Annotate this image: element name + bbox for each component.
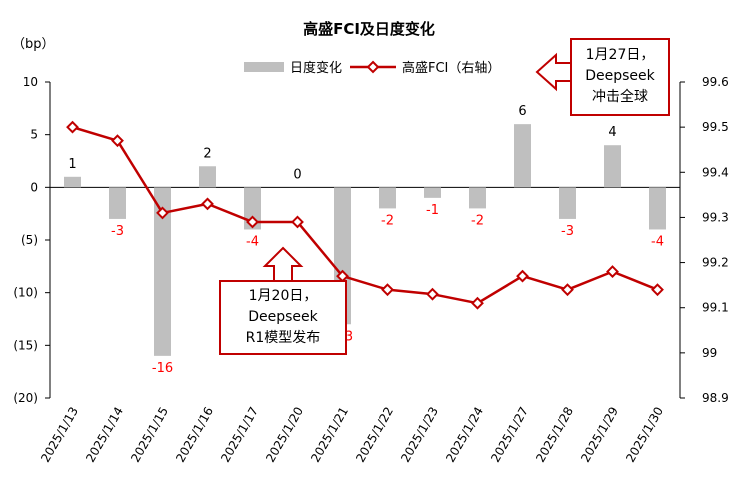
fci-point-marker xyxy=(381,283,394,297)
right-axis-tick-label: 99.1 xyxy=(702,301,729,315)
right-axis-tick-label: 98.9 xyxy=(702,391,729,405)
bar xyxy=(469,187,486,209)
bar-value-label: -16 xyxy=(152,361,173,376)
fci-point-marker xyxy=(246,215,259,229)
bar-value-label: -2 xyxy=(471,213,484,228)
left-axis-tick-label: 5 xyxy=(30,128,38,142)
callout-global-line3: 冲击全球 xyxy=(592,89,648,105)
callout-r1-line3: R1模型发布 xyxy=(245,330,321,346)
callout-deepseek-global: 1月27日， Deepseek 冲击全球 xyxy=(570,38,670,116)
x-tick-label: 2025/1/13 xyxy=(38,405,81,465)
left-axis-unit: （bp） xyxy=(12,37,55,52)
bar-value-label: 0 xyxy=(293,167,301,182)
callout-arrow-left xyxy=(535,52,574,92)
callout-r1-line2: Deepseek xyxy=(248,309,318,325)
callout-global-line1: 1月27日， xyxy=(585,47,655,63)
bar-value-label: -3 xyxy=(561,224,574,239)
x-tick-label: 2025/1/17 xyxy=(218,405,261,465)
x-tick-label: 2025/1/23 xyxy=(398,405,441,465)
bar-value-label: 4 xyxy=(608,125,616,140)
x-tick-label: 2025/1/28 xyxy=(533,405,576,465)
fci-point-marker xyxy=(471,296,484,310)
callout-deepseek-r1: 1月20日， Deepseek R1模型发布 xyxy=(219,280,347,355)
fci-point-marker xyxy=(651,283,664,297)
fci-point-marker xyxy=(66,120,79,134)
legend-line-marker xyxy=(366,60,380,74)
x-tick-label: 2025/1/27 xyxy=(488,405,531,465)
right-axis-tick-label: 99.5 xyxy=(702,120,729,134)
x-tick-label: 2025/1/20 xyxy=(263,405,306,465)
right-axis-tick-label: 99.6 xyxy=(702,75,729,89)
x-tick-label: 2025/1/16 xyxy=(173,405,216,465)
axes: 1050(5)(10)(15)(20)99.699.599.499.399.29… xyxy=(13,75,728,465)
fci-point-marker xyxy=(156,206,169,220)
legend: 日度变化 高盛FCI（右轴） xyxy=(244,60,500,76)
chart-title: 高盛FCI及日度变化 xyxy=(303,20,435,38)
fci-line xyxy=(66,120,664,310)
legend-bar-swatch xyxy=(244,62,284,72)
right-axis-tick-label: 99.4 xyxy=(702,165,729,179)
bar xyxy=(424,187,441,198)
callout-arrow-up xyxy=(262,246,304,282)
bar xyxy=(649,187,666,230)
fci-point-marker xyxy=(516,269,529,283)
fci-point-marker xyxy=(561,283,574,297)
legend-line-label: 高盛FCI（右轴） xyxy=(402,60,500,76)
left-axis-tick-label: 10 xyxy=(23,75,38,89)
bar-value-label: 2 xyxy=(203,146,211,161)
bar xyxy=(559,187,576,219)
x-tick-label: 2025/1/15 xyxy=(128,405,171,465)
bar-value-label: -1 xyxy=(426,203,439,218)
bars xyxy=(64,124,666,356)
bar xyxy=(199,166,216,188)
bar-value-label: -4 xyxy=(246,234,259,249)
fci-point-marker xyxy=(291,215,304,229)
callout-global-line2: Deepseek xyxy=(585,68,655,84)
bar xyxy=(109,187,126,219)
bar xyxy=(154,187,171,356)
left-axis-tick-label: (15) xyxy=(13,338,38,352)
bar-value-label: 6 xyxy=(518,104,526,119)
fci-point-marker xyxy=(426,287,439,301)
bar-value-label: -3 xyxy=(111,224,124,239)
bar-value-label: 1 xyxy=(68,157,76,172)
bar xyxy=(64,176,81,188)
legend-bar-label: 日度变化 xyxy=(290,60,342,76)
fci-polyline xyxy=(72,125,658,305)
data-labels: 1-3-162-40-13-2-1-26-34-4 xyxy=(68,104,664,376)
bar xyxy=(604,145,621,188)
x-tick-label: 2025/1/30 xyxy=(623,405,666,465)
right-axis-tick-label: 99 xyxy=(702,346,717,360)
x-tick-label: 2025/1/21 xyxy=(308,405,351,465)
fci-point-marker xyxy=(111,134,124,148)
x-tick-label: 2025/1/22 xyxy=(353,405,396,465)
left-axis-tick-label: (20) xyxy=(13,391,38,405)
x-tick-label: 2025/1/14 xyxy=(83,405,126,465)
left-axis-tick-label: (10) xyxy=(13,286,38,300)
bar xyxy=(379,187,396,209)
x-tick-label: 2025/1/29 xyxy=(578,405,621,465)
left-axis-tick-label: 0 xyxy=(30,180,38,194)
right-axis-tick-label: 99.3 xyxy=(702,210,729,224)
left-axis-tick-label: (5) xyxy=(21,233,38,247)
callout-r1-line1: 1月20日， xyxy=(248,288,318,304)
fci-point-marker xyxy=(606,265,619,279)
bar-value-label: -2 xyxy=(381,213,394,228)
bar xyxy=(514,124,531,188)
fci-point-marker xyxy=(201,197,214,211)
x-tick-label: 2025/1/24 xyxy=(443,405,486,465)
bar-value-label: -4 xyxy=(651,234,664,249)
right-axis-tick-label: 99.2 xyxy=(702,256,729,270)
